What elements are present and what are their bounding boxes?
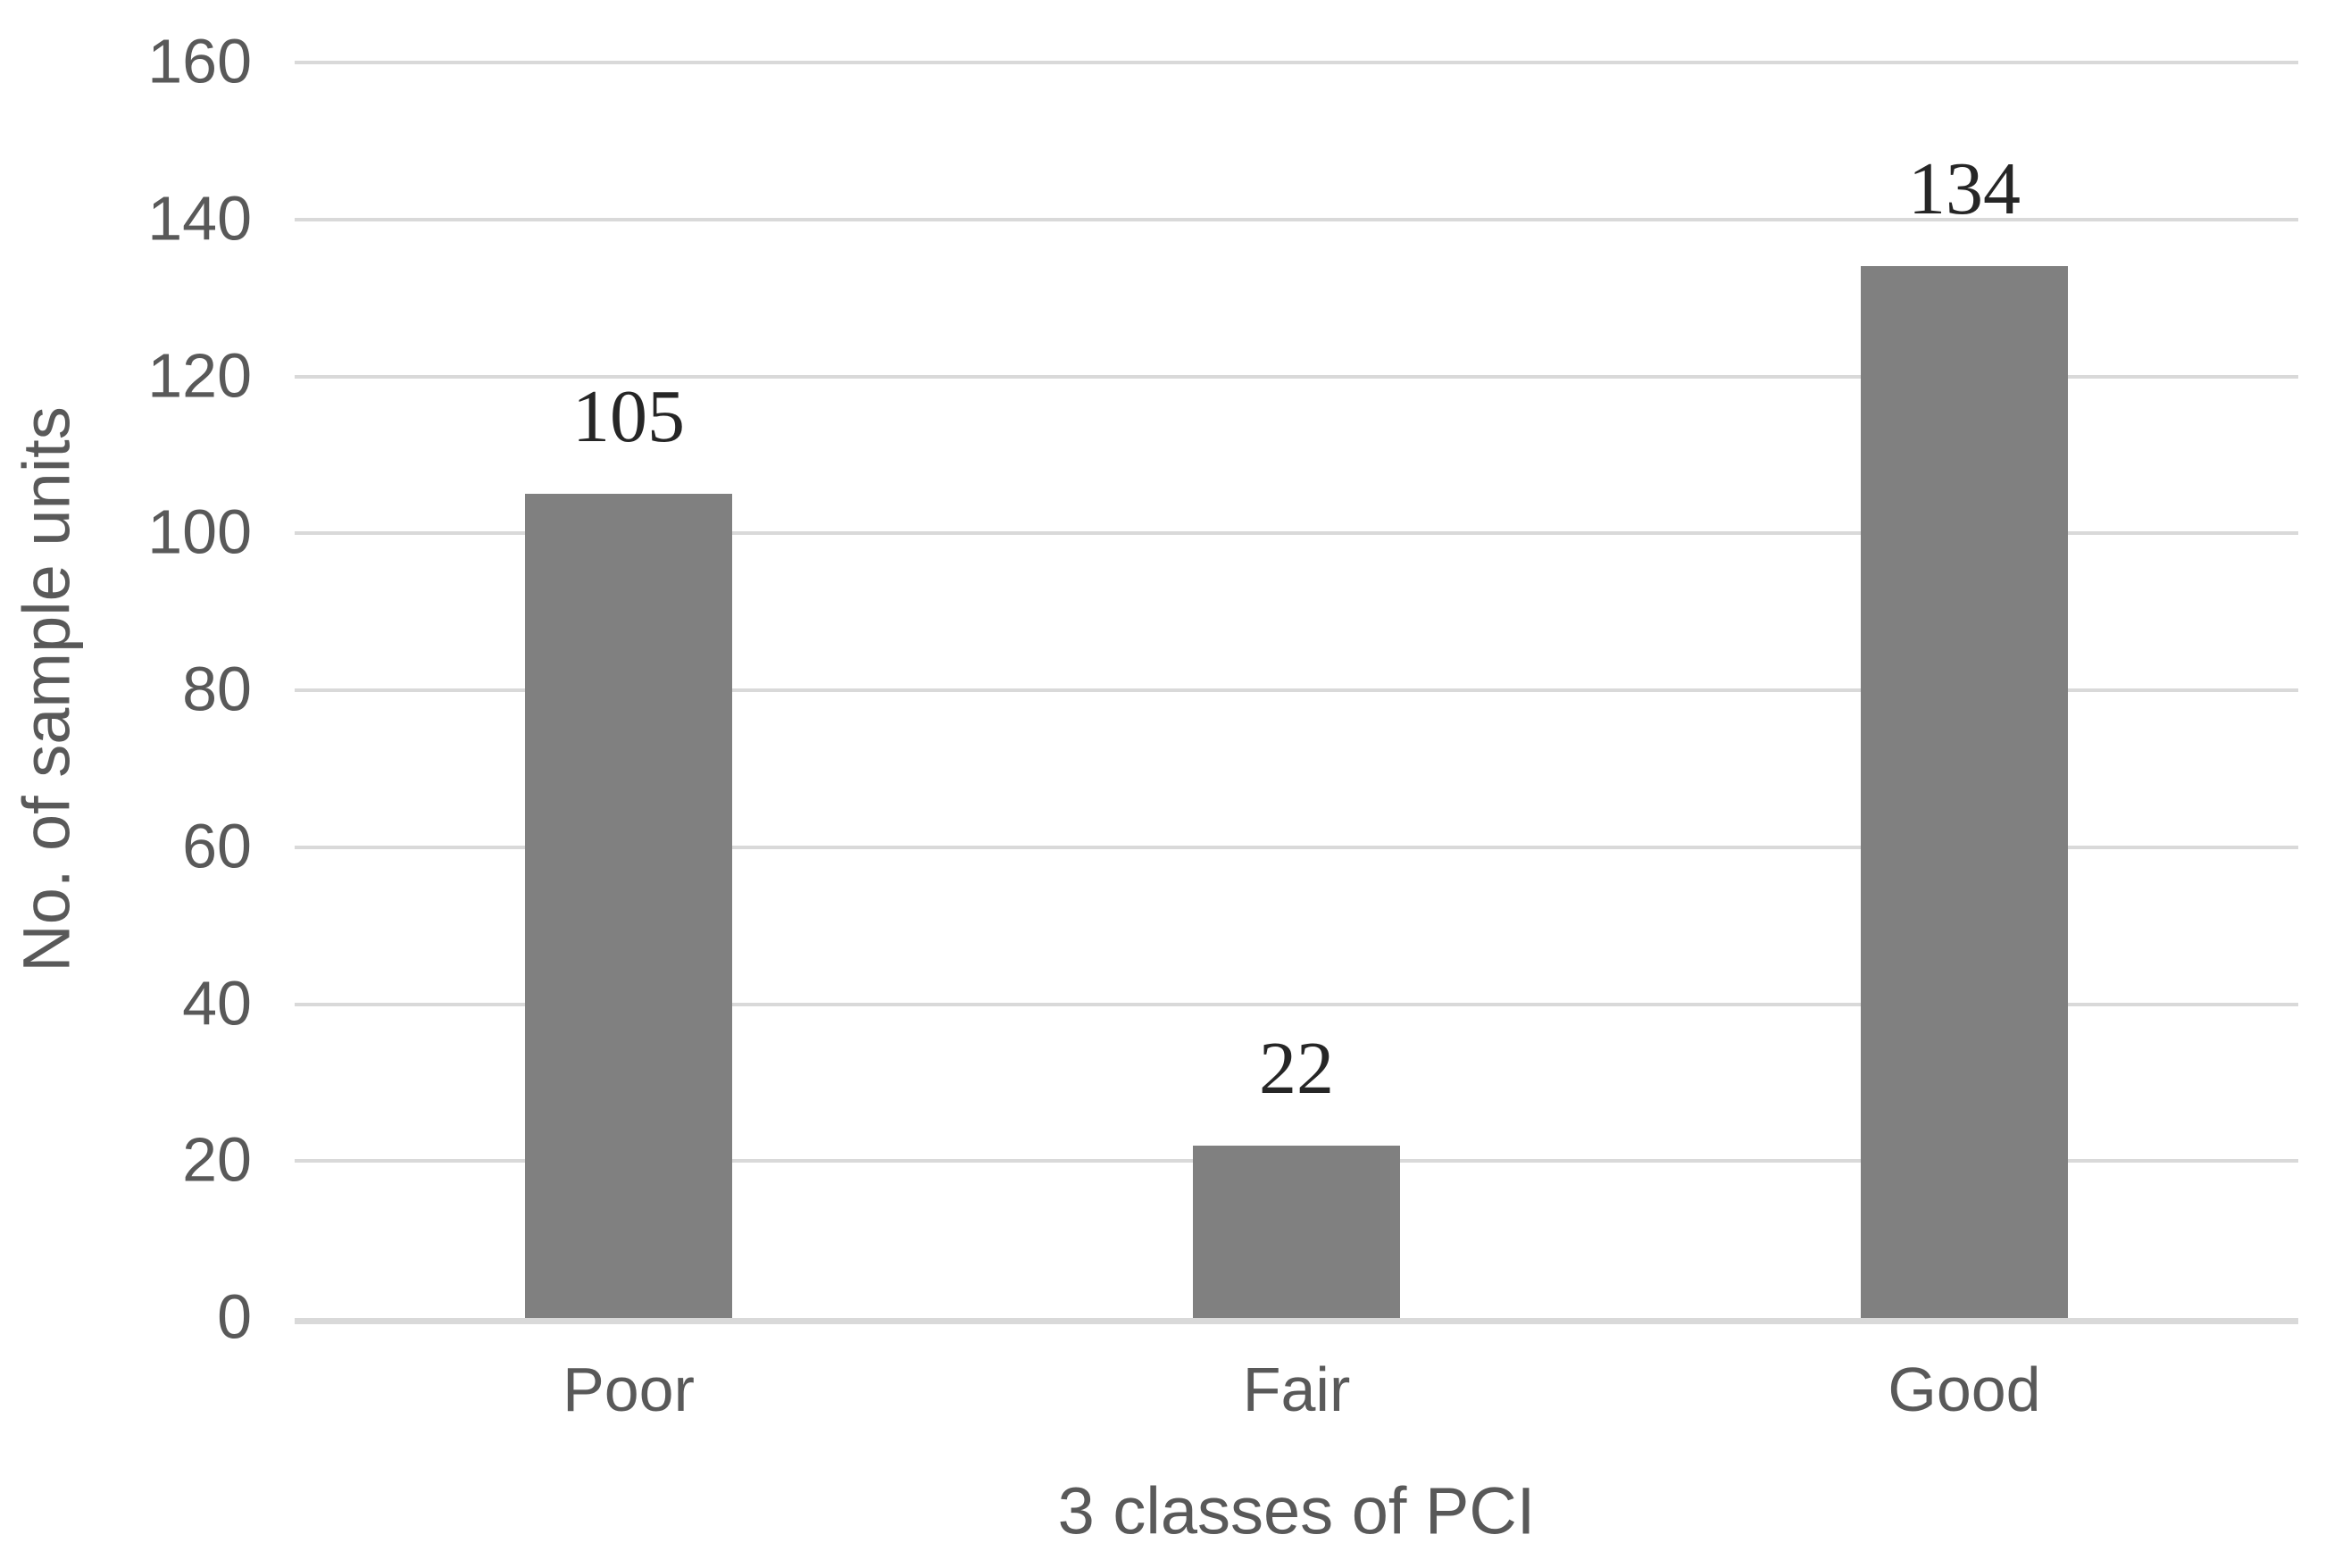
- y-tick-label: 140: [147, 183, 252, 254]
- horizontal-gridline: [295, 1002, 2298, 1006]
- horizontal-gridline: [295, 688, 2298, 692]
- y-tick-label: 80: [182, 654, 252, 724]
- data-label-good: 134: [1908, 147, 2021, 231]
- horizontal-gridline: [295, 531, 2298, 536]
- y-tick-label: 120: [147, 339, 252, 410]
- x-axis-title: 3 classes of PCI: [1057, 1473, 1536, 1548]
- y-tick-label: 20: [182, 1124, 252, 1195]
- y-tick-label: 40: [182, 967, 252, 1038]
- horizontal-gridline: [295, 61, 2298, 64]
- bar-poor: [525, 494, 732, 1318]
- data-label-poor: 105: [572, 375, 685, 459]
- bar-fair: [1193, 1145, 1400, 1318]
- y-tick-label: 100: [147, 496, 252, 567]
- category-label-fair: Fair: [1242, 1355, 1351, 1424]
- bar-good: [1861, 266, 2068, 1318]
- horizontal-gridline: [295, 217, 2298, 221]
- y-tick-label: 60: [182, 811, 252, 881]
- plot-area: [295, 61, 2298, 1324]
- horizontal-gridline: [295, 845, 2298, 849]
- y-tick-label: 160: [147, 26, 252, 96]
- category-label-good: Good: [1888, 1355, 2041, 1424]
- y-tick-label: 0: [217, 1281, 252, 1352]
- category-label-poor: Poor: [563, 1355, 695, 1424]
- x-axis-line: [295, 1318, 2298, 1324]
- y-axis-title: No. of sample units: [9, 406, 84, 972]
- horizontal-gridline: [295, 374, 2298, 379]
- data-label-fair: 22: [1259, 1026, 1334, 1110]
